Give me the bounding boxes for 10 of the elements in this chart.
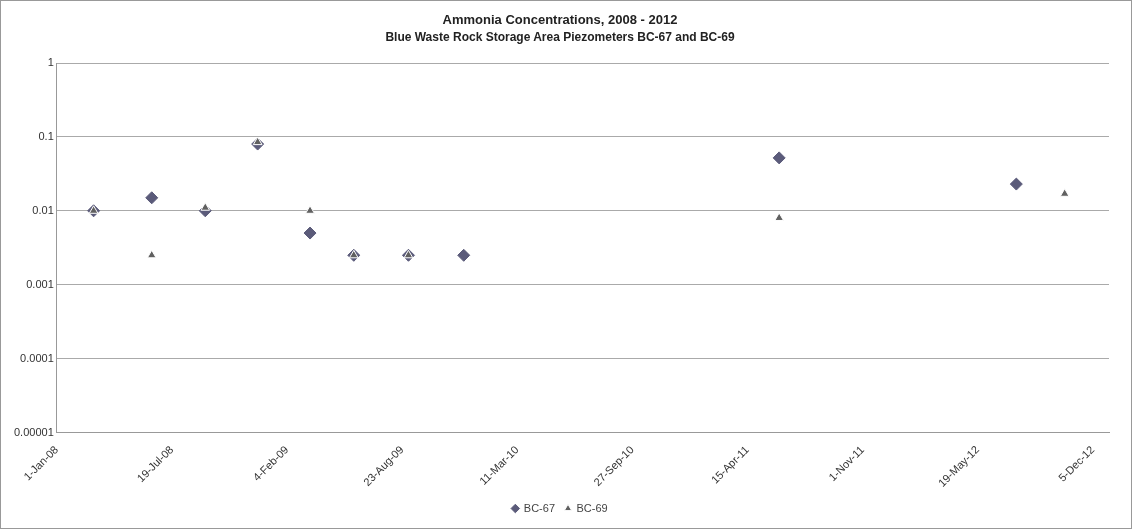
legend-label: BC-69 [576, 501, 608, 514]
y-tick-label: 1 [47, 56, 54, 69]
chart-title: Ammonia Concentrations, 2008 - 2012 [442, 12, 678, 28]
chart-subtitle: Blue Waste Rock Storage Area Piezometers BC-67 and BC-69 [385, 30, 735, 45]
y-tick-label: 0.01 [32, 203, 54, 216]
y-tick-label: 0.00001 [14, 425, 54, 438]
y-tick-label: 0.1 [38, 129, 54, 142]
y-tick-label: 0.0001 [20, 351, 54, 364]
y-tick-label: 0.001 [26, 277, 54, 290]
legend-label: BC-67 [523, 501, 556, 514]
